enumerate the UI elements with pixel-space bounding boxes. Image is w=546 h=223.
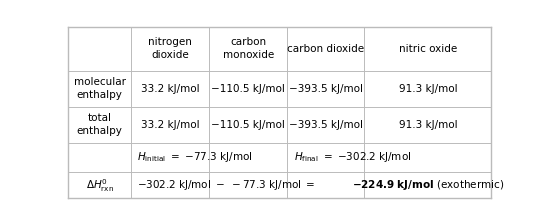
Text: −110.5 kJ/mol: −110.5 kJ/mol [211, 120, 285, 130]
Text: $H_{\rm final}$$\ =\ $$-302.2\ \rm kJ/mol$: $H_{\rm final}$$\ =\ $$-302.2\ \rm kJ/mo… [294, 150, 411, 164]
Text: 91.3 kJ/mol: 91.3 kJ/mol [399, 84, 457, 94]
Text: −110.5 kJ/mol: −110.5 kJ/mol [211, 84, 285, 94]
Text: carbon dioxide: carbon dioxide [287, 44, 365, 54]
Text: molecular
enthalpy: molecular enthalpy [74, 77, 126, 100]
Text: $\mathbf{-224.9\ kJ/mol}$ (exothermic): $\mathbf{-224.9\ kJ/mol}$ (exothermic) [352, 178, 504, 192]
Text: $\Delta H^0_{\rm rxn}$: $\Delta H^0_{\rm rxn}$ [86, 177, 114, 194]
Text: 33.2 kJ/mol: 33.2 kJ/mol [141, 84, 199, 94]
Text: 91.3 kJ/mol: 91.3 kJ/mol [399, 120, 457, 130]
Text: −393.5 kJ/mol: −393.5 kJ/mol [289, 84, 363, 94]
Text: 33.2 kJ/mol: 33.2 kJ/mol [141, 120, 199, 130]
Text: $-302.2\ \rm kJ/mol\ -\ -77.3\ kJ/mol\ =$: $-302.2\ \rm kJ/mol\ -\ -77.3\ kJ/mol\ =… [137, 178, 316, 192]
Text: nitric oxide: nitric oxide [399, 44, 457, 54]
Text: total
enthalpy: total enthalpy [76, 114, 122, 136]
Text: nitrogen
dioxide: nitrogen dioxide [148, 37, 192, 60]
Text: −393.5 kJ/mol: −393.5 kJ/mol [289, 120, 363, 130]
Text: carbon
monoxide: carbon monoxide [223, 37, 274, 60]
Text: $H_{\rm initial}$$\ =\ $$-77.3\ \rm kJ/mol$: $H_{\rm initial}$$\ =\ $$-77.3\ \rm kJ/m… [137, 150, 253, 164]
